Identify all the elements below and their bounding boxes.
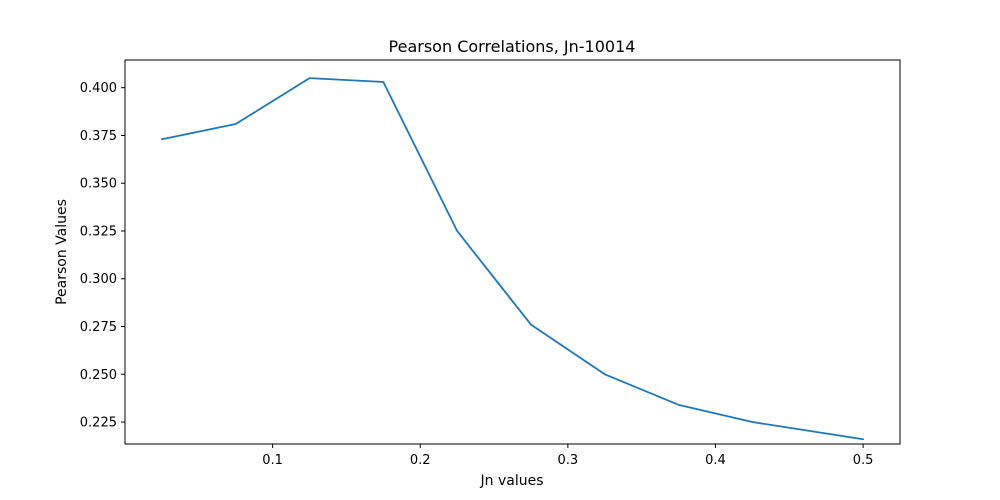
y-tick-label: 0.375	[80, 129, 117, 144]
y-tick-label: 0.350	[80, 177, 117, 192]
y-tick-label: 0.400	[80, 81, 117, 96]
plot-area: 0.1 0.2 0.3 0.4 0.5 0.225 0.250 0.275 0.300 0.32…	[80, 59, 901, 468]
x-axis-ticks: 0.1 0.2 0.3 0.4 0.5	[262, 444, 873, 468]
x-tick-label: 0.1	[262, 453, 283, 468]
y-tick-label: 0.275	[80, 320, 117, 335]
y-axis-ticks: 0.225 0.250 0.275 0.300 0.325 0.350 0.375 0.400	[80, 81, 125, 431]
series-line	[160, 77, 864, 441]
y-axis-label: Pearson Values	[54, 199, 70, 305]
chart-title: Pearson Correlations, Jn-10014	[389, 37, 636, 56]
x-tick-label: 0.4	[705, 453, 726, 468]
x-tick-label: 0.2	[410, 453, 431, 468]
y-tick-label: 0.250	[80, 368, 117, 383]
series-layer	[160, 77, 864, 441]
y-tick-label: 0.225	[80, 416, 117, 431]
x-tick-label: 0.5	[853, 453, 874, 468]
x-axis-label: Jn values	[480, 473, 544, 489]
y-tick-label: 0.300	[80, 272, 117, 287]
y-tick-label: 0.325	[80, 224, 117, 239]
axes-frame	[124, 59, 901, 445]
x-tick-label: 0.3	[558, 453, 579, 468]
